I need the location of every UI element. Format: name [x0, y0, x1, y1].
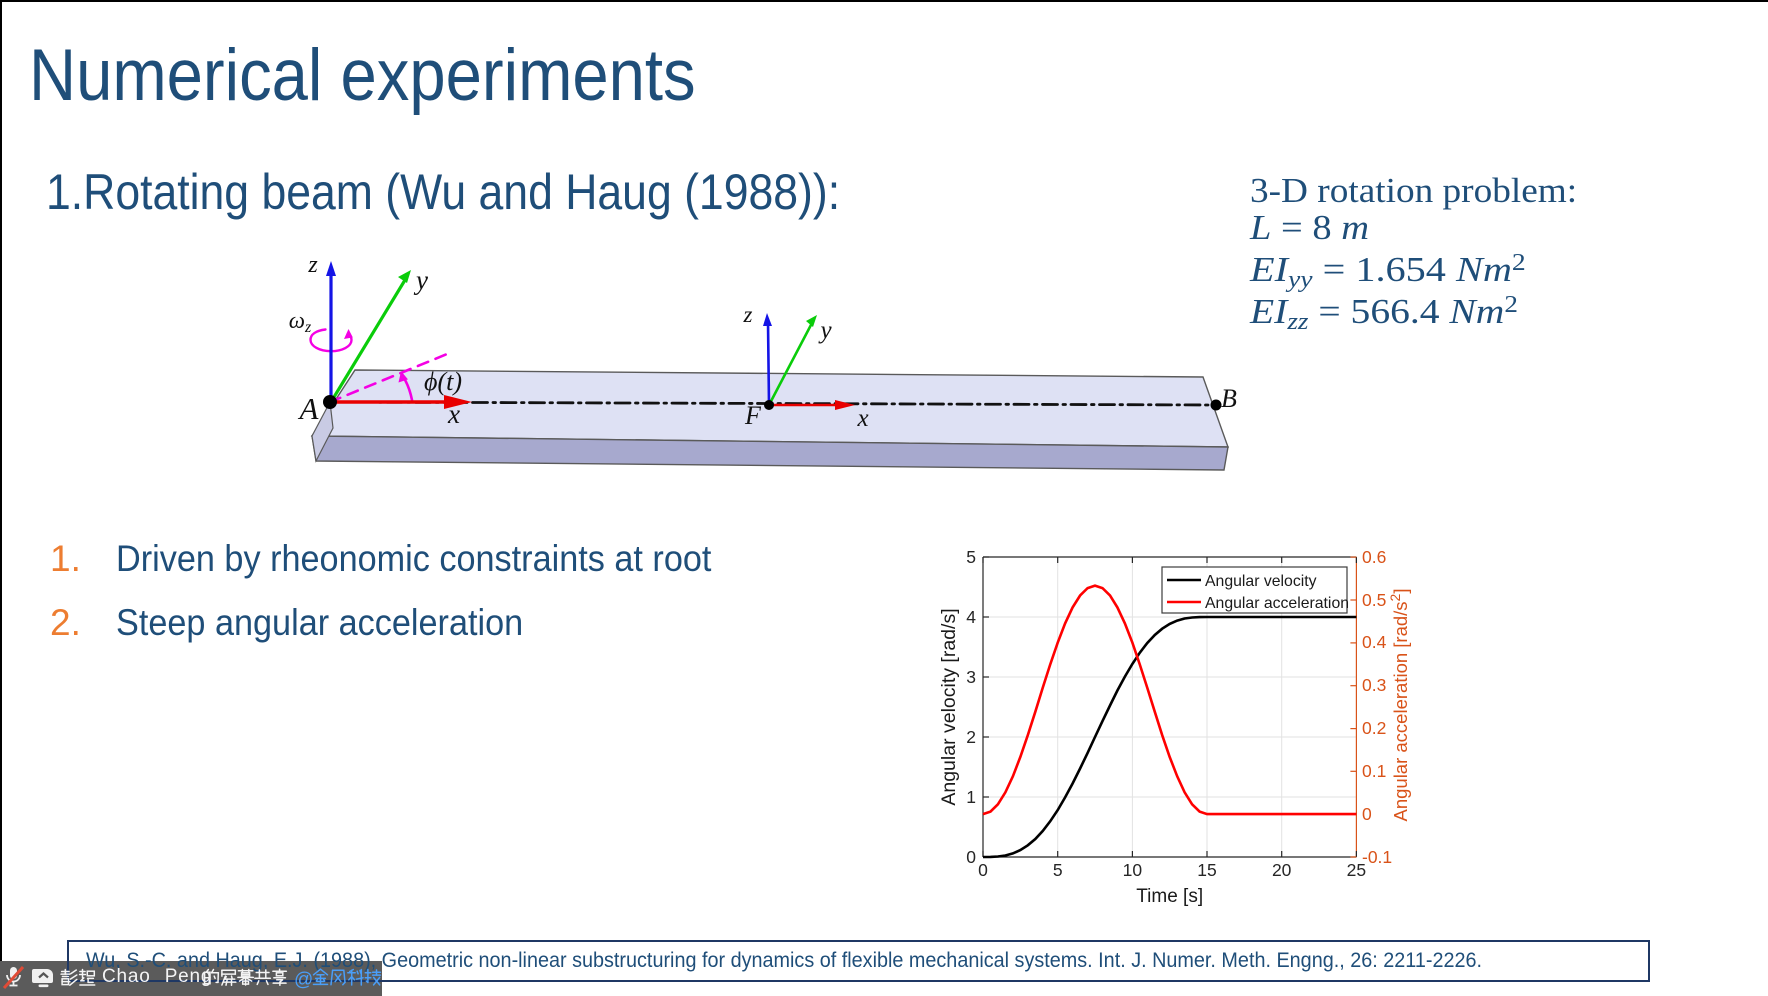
svg-text:0: 0: [978, 860, 988, 880]
svg-text:1: 1: [966, 787, 976, 807]
svg-text:4: 4: [966, 607, 976, 627]
svg-text:Time [s]: Time [s]: [1136, 886, 1203, 907]
svg-text:x: x: [447, 399, 460, 429]
svg-text:y: y: [817, 317, 832, 344]
svg-text:Angular velocity: Angular velocity: [1205, 573, 1317, 590]
svg-text:Angular acceleration: Angular acceleration: [1205, 595, 1349, 612]
svg-text:B: B: [1221, 384, 1237, 413]
svg-text:-0.1: -0.1: [1362, 847, 1392, 867]
svg-text:0.1: 0.1: [1362, 761, 1386, 781]
svg-text:ϕ(t): ϕ(t): [424, 367, 462, 396]
svg-text:Angular velocity [rad/s]: Angular velocity [rad/s]: [938, 608, 960, 805]
svg-text:0: 0: [966, 847, 976, 867]
svg-text:ωz: ωz: [289, 308, 312, 336]
svg-text:F: F: [744, 401, 762, 430]
svg-text:20: 20: [1272, 860, 1292, 880]
svg-text:15: 15: [1197, 860, 1216, 880]
svg-text:0.2: 0.2: [1362, 718, 1386, 738]
svg-text:x: x: [856, 405, 868, 432]
svg-text:0: 0: [1362, 804, 1372, 824]
svg-text:0.5: 0.5: [1362, 590, 1386, 610]
svg-text:5: 5: [966, 547, 976, 567]
svg-text:25: 25: [1347, 860, 1366, 880]
svg-text:Angular acceleration [rad/s2]: Angular acceleration [rad/s2]: [1387, 588, 1411, 821]
svg-text:z: z: [307, 252, 318, 278]
svg-text:0.3: 0.3: [1362, 675, 1386, 695]
svg-text:A: A: [298, 391, 320, 426]
svg-text:@: @: [294, 970, 313, 991]
svg-text:0.6: 0.6: [1362, 547, 1386, 567]
svg-text:5: 5: [1053, 860, 1063, 880]
svg-text:z: z: [743, 302, 753, 327]
svg-text:2: 2: [966, 727, 976, 747]
svg-text:3: 3: [966, 667, 976, 687]
svg-text:y: y: [413, 265, 428, 295]
svg-text:10: 10: [1123, 860, 1143, 880]
svg-text:0.4: 0.4: [1362, 632, 1387, 652]
